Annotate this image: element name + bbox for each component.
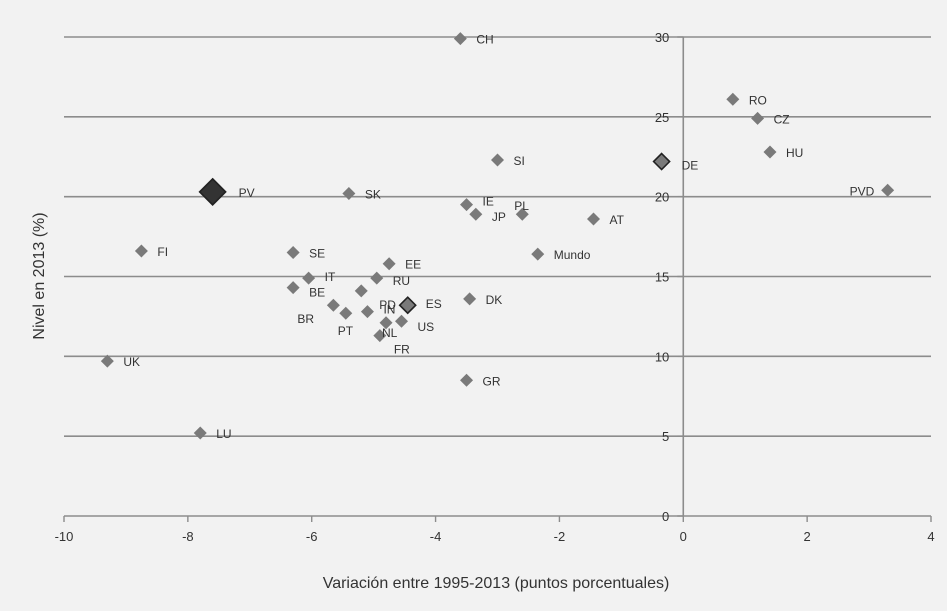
point-se — [286, 246, 300, 260]
x-tick-label--8: -8 — [182, 529, 194, 544]
point-pt — [339, 306, 353, 320]
point-nl — [379, 316, 393, 330]
point-ro — [726, 92, 740, 106]
point-jp — [469, 207, 483, 221]
point-label-ie: IE — [483, 195, 494, 209]
point-label-de: DE — [682, 159, 699, 173]
point-label-si: SI — [514, 154, 525, 168]
point-label-ch: CH — [476, 33, 493, 47]
point-label-mundo: Mundo — [554, 248, 591, 262]
point-pd — [354, 284, 368, 298]
point-dk — [463, 292, 477, 306]
point-ee — [382, 257, 396, 271]
y-tick-label-0: 0 — [662, 509, 669, 524]
point-label-sk: SK — [365, 187, 381, 201]
point-label-pvd: PVD — [850, 184, 875, 198]
x-tick-label--4: -4 — [430, 529, 442, 544]
point-at — [586, 212, 600, 226]
point-label-fr: FR — [394, 343, 410, 357]
y-tick-label-15: 15 — [655, 270, 669, 285]
point-label-ru: RU — [393, 274, 410, 288]
point-it — [302, 271, 316, 285]
point-label-us: US — [418, 320, 435, 334]
point-ru — [370, 271, 384, 285]
y-tick-label-5: 5 — [662, 429, 669, 444]
point-hu — [763, 145, 777, 159]
point-label-ro: RO — [749, 93, 767, 107]
point-label-jp: JP — [492, 210, 506, 224]
point-label-ee: EE — [405, 258, 421, 272]
point-fi — [134, 244, 148, 258]
point-label-gr: GR — [483, 374, 501, 388]
point-lu — [193, 426, 207, 440]
point-label-es: ES — [426, 297, 442, 311]
point-uk — [100, 354, 114, 368]
point-ie — [460, 198, 474, 212]
y-tick-label-25: 25 — [655, 110, 669, 125]
point-label-pd: PD — [379, 298, 396, 312]
point-label-cz: CZ — [774, 112, 790, 126]
x-tick-label--10: -10 — [55, 529, 74, 544]
point-label-pv: PV — [239, 186, 255, 200]
point-pv — [198, 177, 227, 207]
y-axis-title: Nivel en 2013 (%) — [31, 212, 48, 339]
point-mundo — [531, 247, 545, 261]
point-label-uk: UK — [123, 355, 140, 369]
point-gr — [460, 373, 474, 387]
x-axis-title: Variación entre 1995-2013 (puntos porcen… — [323, 575, 670, 592]
point-be — [286, 281, 300, 295]
point-label-fi: FI — [157, 245, 168, 259]
point-cz — [751, 111, 765, 125]
point-label-se: SE — [309, 247, 325, 261]
point-label-pl: PL — [514, 199, 529, 213]
y-tick-label-10: 10 — [655, 349, 669, 364]
point-label-pt: PT — [338, 324, 354, 338]
point-label-hu: HU — [786, 146, 803, 160]
point-pvd — [881, 183, 895, 197]
point-label-br: BR — [297, 312, 314, 326]
point-label-lu: LU — [216, 427, 231, 441]
point-fr — [373, 329, 387, 343]
axes — [63, 36, 932, 522]
x-tick-label-0: 0 — [680, 529, 687, 544]
tick-labels: 0 5 10 15 20 25 30 -10 -8 -6 -4 -2 0 2 4 — [55, 30, 935, 544]
point-in — [360, 305, 374, 319]
point-label-dk: DK — [486, 293, 503, 307]
point-pl — [515, 207, 529, 221]
point-ch — [453, 32, 467, 46]
data-points — [100, 32, 895, 440]
point-label-it: IT — [325, 270, 336, 284]
y-tick-label-20: 20 — [655, 190, 669, 205]
point-de — [652, 152, 671, 171]
x-tick-label-4: 4 — [927, 529, 934, 544]
point-es — [398, 296, 417, 315]
point-si — [491, 153, 504, 167]
x-tick-label--2: -2 — [554, 529, 566, 544]
y-tick-label-30: 30 — [655, 30, 669, 45]
x-tick-label-2: 2 — [804, 529, 811, 544]
x-tick-label--6: -6 — [306, 529, 318, 544]
point-label-nl: NL — [382, 326, 398, 340]
point-sk — [342, 186, 356, 200]
point-label-in: IN — [383, 303, 395, 317]
point-label-be: BE — [309, 286, 325, 300]
point-us — [395, 314, 409, 328]
point-label-at: AT — [609, 213, 624, 227]
point-br — [326, 298, 340, 312]
